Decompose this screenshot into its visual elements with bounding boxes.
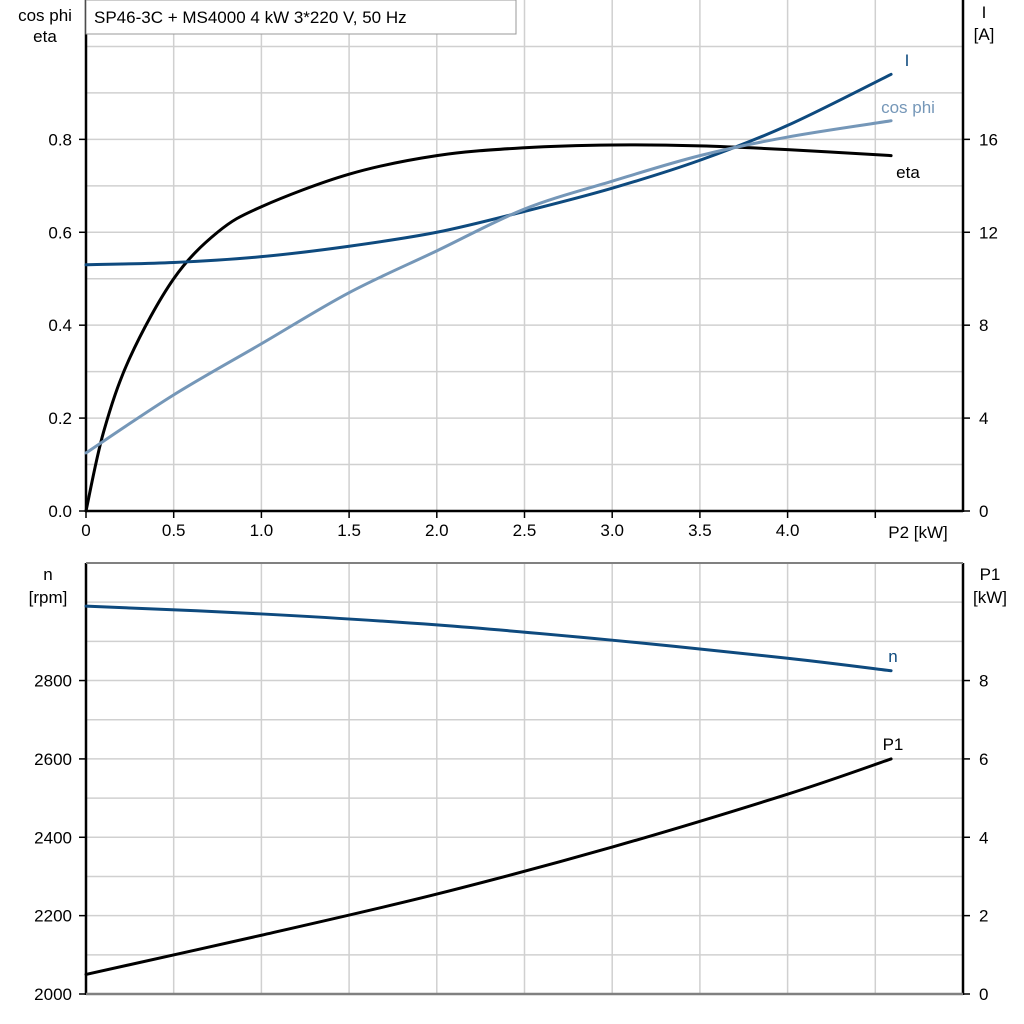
top-left-axis-label-1: cos phi [18, 6, 72, 25]
bottom-right-axis-label-2: [kW] [973, 588, 1007, 607]
series-label-I: I [905, 51, 910, 70]
chart-title: SP46-3C + MS4000 4 kW 3*220 V, 50 Hz [94, 8, 407, 27]
x-tick-label: 4.0 [776, 521, 800, 540]
tick-labels: 0.0 0.2 0.4 0.6 0.8 0 4 8 12 16 0 0.5 1.0 1.5 2.0 2.5 3.… [34, 130, 998, 1004]
y-left-tick-label: 0.2 [48, 409, 72, 428]
series-label-eta: eta [896, 163, 920, 182]
bottom-left-axis-label-1: n [43, 565, 52, 584]
x-axis-label: P2 [kW] [888, 523, 948, 542]
top-left-axis-label-2: eta [33, 27, 57, 46]
y-left-tick-label: 0.6 [48, 223, 72, 242]
top-right-axis-label-2: [A] [974, 25, 995, 44]
y-left-tick-label: 0.4 [48, 316, 72, 335]
series-lines [84, 72, 893, 976]
y-right-tick-label: 2 [979, 907, 988, 926]
y-left-tick-label: 2200 [34, 907, 72, 926]
x-tick-label: 2.0 [425, 521, 449, 540]
y-right-tick-label: 16 [979, 130, 998, 149]
y-left-tick-label: 2600 [34, 750, 72, 769]
y-right-tick-label: 6 [979, 750, 988, 769]
top-right-axis-label-1: I [982, 3, 987, 22]
y-right-tick-label: 8 [979, 672, 988, 691]
x-tick-label: 2.5 [513, 521, 537, 540]
bottom-left-axis-label-2: [rpm] [29, 588, 68, 607]
series-label-P1: P1 [883, 735, 904, 754]
x-tick-label: 1.0 [250, 521, 274, 540]
y-left-tick-label: 2800 [34, 672, 72, 691]
series-line-cos-phi [84, 119, 893, 455]
series-line-n [84, 604, 893, 673]
axes [79, 0, 970, 996]
y-right-tick-label: 4 [979, 409, 988, 428]
x-tick-label: 1.5 [337, 521, 361, 540]
y-left-tick-label: 0.0 [48, 502, 72, 521]
series-line-eta [84, 143, 893, 513]
series-label-n: n [888, 647, 897, 666]
title-box: SP46-3C + MS4000 4 kW 3*220 V, 50 Hz [85, 0, 517, 35]
series-label-cos-phi: cos phi [881, 98, 935, 117]
y-right-tick-label: 4 [979, 828, 988, 847]
y-right-tick-label: 8 [979, 316, 988, 335]
top-grid [86, 0, 963, 511]
bottom-right-axis-label-1: P1 [980, 565, 1001, 584]
y-left-tick-label: 0.8 [48, 130, 72, 149]
x-tick-label: 3.0 [600, 521, 624, 540]
y-right-tick-label: 0 [979, 502, 988, 521]
y-right-tick-label: 12 [979, 223, 998, 242]
bottom-grid [86, 563, 963, 994]
y-right-tick-label: 0 [979, 985, 988, 1004]
x-tick-label: 0.5 [162, 521, 186, 540]
x-tick-label: 0 [81, 521, 90, 540]
series-line-P1 [84, 757, 893, 976]
series-line-I [84, 72, 893, 267]
x-tick-label: 3.5 [688, 521, 712, 540]
y-left-tick-label: 2400 [34, 828, 72, 847]
y-left-tick-label: 2000 [34, 985, 72, 1004]
